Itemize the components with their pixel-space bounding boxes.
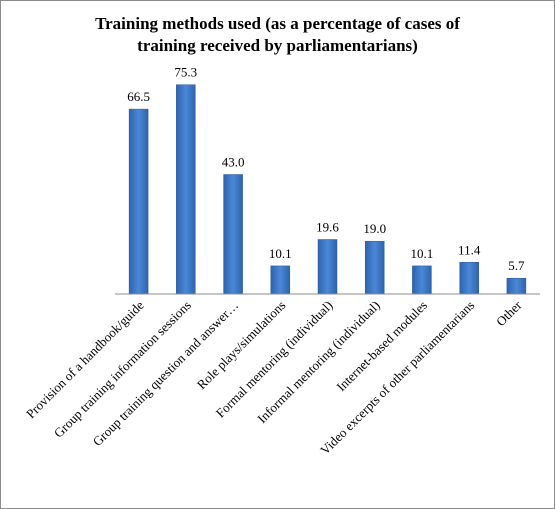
bars-group [128,84,527,295]
bar-1 [176,84,196,295]
bar-4 [317,239,338,295]
value-label-4: 19.6 [316,220,339,235]
bar-3 [270,265,291,295]
value-label-2: 43.0 [222,155,245,170]
category-label-3: Role plays/simulations [194,298,289,393]
value-label-3: 10.1 [269,246,292,261]
value-labels-group: 66.5 75.3 43.0 10.1 19.6 19.0 10.1 11.4 5.7 [127,65,525,274]
value-label-8: 5.7 [508,258,525,273]
value-label-6: 10.1 [411,246,434,261]
chart-title-line-2: training received by parliamentarians) [137,36,418,55]
bar-0 [128,108,149,295]
category-label-8: Other [493,297,525,329]
chart-title-line-1: Training methods used (as a percentage o… [95,14,460,33]
bar-6 [412,265,432,295]
value-label-5: 19.0 [363,221,386,236]
bar-5 [364,240,385,295]
category-label-6: Internet-based modules [333,298,430,395]
value-label-0: 66.5 [127,89,150,104]
bar-2 [223,174,243,295]
value-label-1: 75.3 [174,65,197,80]
chart-title: Training methods used (as a percentage o… [1,13,554,57]
bar-7 [459,262,479,295]
value-label-7: 11.4 [458,242,481,257]
bar-8 [506,277,527,295]
